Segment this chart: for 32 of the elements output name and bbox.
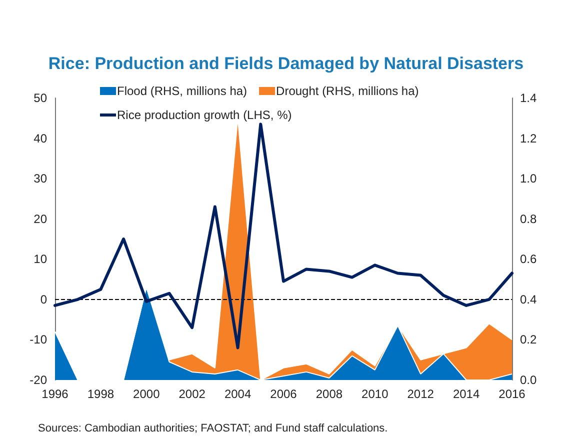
- y2-tick-label: 0.6: [520, 252, 538, 266]
- x-tick-label: 2002: [178, 387, 206, 401]
- x-tick-label: 2014: [452, 387, 480, 401]
- source-note: Sources: Cambodian authorities; FAOSTAT; and Fund staff calculations.: [38, 422, 388, 434]
- y-tick-label: 20: [34, 212, 48, 226]
- y2-tick-label: 1.0: [520, 172, 538, 186]
- x-tick-label: 2008: [316, 387, 343, 401]
- y-tick-label: 50: [34, 91, 48, 105]
- x-tick-label: 2012: [407, 387, 434, 401]
- x-tick-label: 2016: [498, 387, 526, 401]
- y-tick-label: 30: [34, 172, 48, 186]
- y-tick-label: -10: [30, 332, 48, 347]
- legend-label: Rice production growth (LHS, %): [117, 108, 292, 122]
- y-tick-label: 40: [34, 131, 48, 146]
- y2-tick-label: 1.4: [520, 91, 538, 105]
- y2-tick-label: 0.0: [520, 373, 538, 387]
- x-tick-label: 1996: [42, 387, 69, 401]
- legend-label: Flood (RHS, millions ha): [117, 84, 248, 98]
- y2-tick-label: 0.2: [520, 332, 538, 347]
- y-tick-label: 0: [40, 292, 48, 306]
- y-tick-label: 10: [34, 252, 48, 266]
- x-tick-label: 2006: [270, 387, 298, 401]
- y-tick-label: -20: [30, 373, 48, 387]
- x-tick-label: 2010: [362, 387, 389, 401]
- y2-tick-label: 0.8: [520, 212, 538, 226]
- y2-tick-label: 1.2: [520, 131, 538, 146]
- legend-label: Drought (RHS, millions ha): [276, 84, 419, 98]
- y2-tick-label: 0.4: [520, 292, 538, 306]
- chart-title: Rice: Production and Fields Damaged by Natural Disasters: [48, 54, 524, 73]
- x-tick-label: 2000: [133, 387, 160, 401]
- x-tick-label: 2004: [224, 387, 252, 401]
- x-tick-label: 1998: [87, 387, 114, 401]
